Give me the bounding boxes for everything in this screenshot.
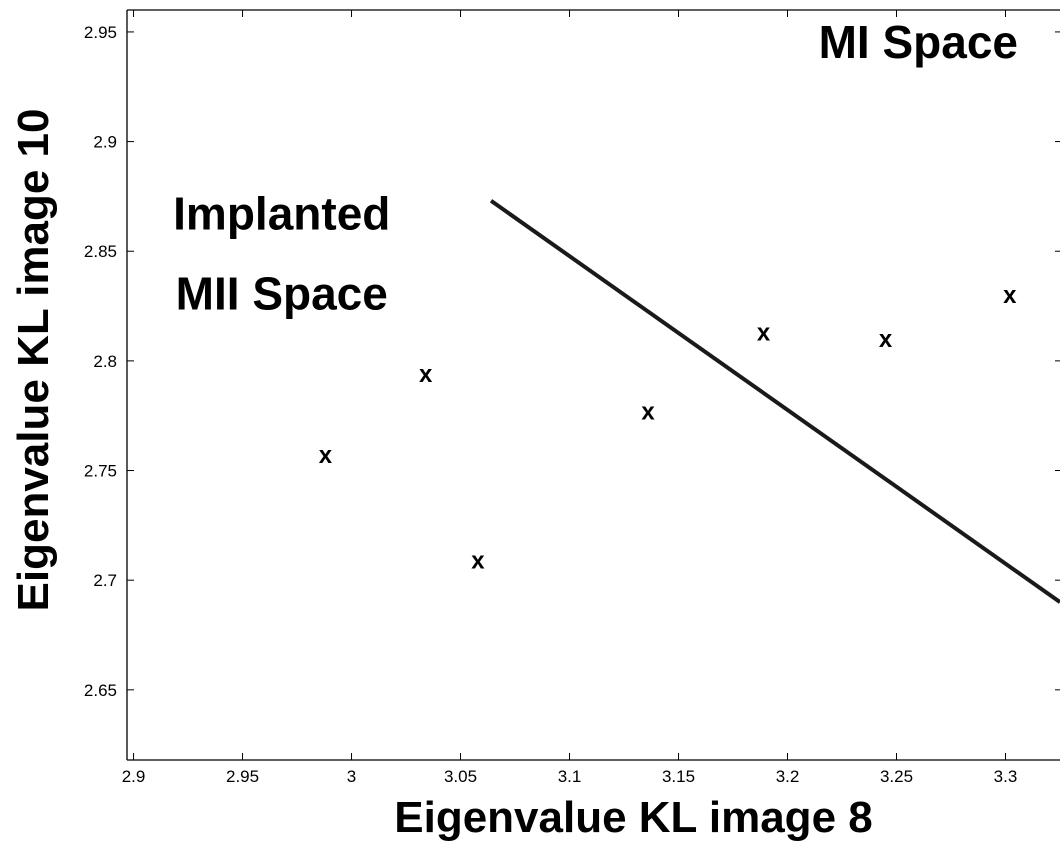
boundary-line	[489, 199, 1060, 604]
x-axis-title: Eigenvalue KL image 8	[394, 793, 872, 841]
x-tick-label: 3	[347, 767, 356, 786]
x-tick-label: 3.3	[994, 767, 1018, 786]
y-tick-label: 2.75	[84, 462, 117, 481]
data-point-marker: x	[419, 361, 433, 388]
data-point-marker: x	[319, 442, 333, 469]
y-tick-label: 2.95	[84, 23, 117, 42]
y-tick-label: 2.8	[93, 352, 117, 371]
x-tick-label: 2.9	[122, 767, 146, 786]
x-tick-label: 3.1	[558, 767, 582, 786]
annotation-implanted-mii-space-line: MII Space	[176, 267, 388, 319]
y-axis-title: Eigenvalue KL image 10	[9, 109, 58, 612]
data-point-marker: x	[757, 319, 771, 346]
y-tick-label: 2.9	[93, 133, 117, 152]
y-tick-label: 2.65	[84, 681, 117, 700]
data-point-marker: x	[1003, 282, 1017, 309]
y-tick-label: 2.85	[84, 242, 117, 261]
x-tick-label: 3.2	[776, 767, 800, 786]
data-point-marker: x	[471, 547, 485, 574]
x-tick-label: 3.15	[662, 767, 695, 786]
x-tick-label: 3.05	[444, 767, 477, 786]
data-point-marker: x	[879, 326, 893, 353]
data-point-marker: x	[641, 398, 655, 425]
annotation-mi-space-line: MI Space	[819, 16, 1018, 68]
x-tick-label: 3.25	[880, 767, 913, 786]
y-tick-label: 2.7	[93, 571, 117, 590]
x-tick-label: 2.95	[226, 767, 259, 786]
annotation-implanted-mii-space-line: Implanted	[173, 187, 390, 239]
